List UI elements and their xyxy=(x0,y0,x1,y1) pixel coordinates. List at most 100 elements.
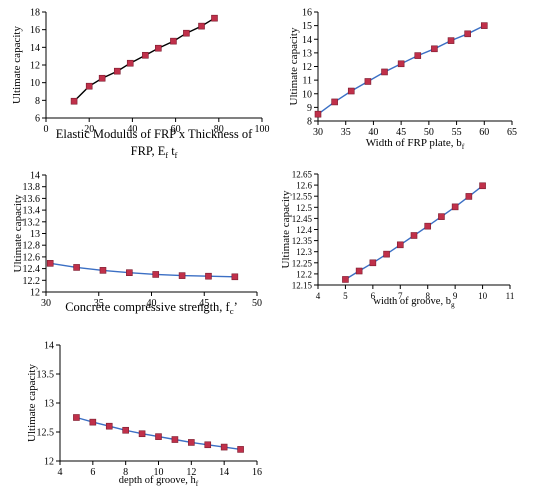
data-point xyxy=(314,110,322,118)
y-tick-label: 12.4 xyxy=(296,225,312,235)
data-point xyxy=(231,273,239,281)
series-line xyxy=(50,262,235,278)
y-tick-label: 11 xyxy=(302,76,312,87)
data-point xyxy=(113,67,121,75)
x-tick-label: 14 xyxy=(219,467,229,478)
data-point xyxy=(464,30,471,38)
data-point xyxy=(73,264,80,271)
data-point xyxy=(105,422,113,430)
y-tick-label: 10 xyxy=(30,78,40,89)
y-axis-label: Ultimate capacity xyxy=(280,190,292,268)
x-tick-label: 7 xyxy=(398,291,403,301)
data-point xyxy=(480,22,488,29)
data-point xyxy=(364,78,372,85)
data-point xyxy=(205,272,212,280)
data-point xyxy=(198,22,205,30)
y-tick-label: 12.2 xyxy=(296,269,312,279)
data-point xyxy=(331,98,338,106)
x-tick-label: 45 xyxy=(396,127,406,138)
data-point xyxy=(188,439,195,446)
y-tick-label: 12.3 xyxy=(296,247,312,257)
data-point xyxy=(451,203,459,211)
data-point xyxy=(396,241,404,249)
x-tick-label: 35 xyxy=(94,298,104,309)
x-axis-label: depth of groove, hf xyxy=(119,475,199,488)
data-point xyxy=(178,272,186,279)
y-tick-label: 14 xyxy=(30,43,40,54)
y-tick-label: 12.8 xyxy=(23,241,41,252)
y-tick-label: 13 xyxy=(30,229,40,240)
x-tick-label: 20 xyxy=(84,124,94,135)
data-point xyxy=(138,430,146,438)
y-tick-label: 13 xyxy=(44,399,54,410)
data-point xyxy=(170,37,177,45)
y-tick-label: 13.2 xyxy=(23,217,41,228)
y-tick-label: 14 xyxy=(302,35,312,46)
y-tick-label: 9 xyxy=(307,103,312,114)
x-tick-label: 30 xyxy=(313,127,323,138)
x-tick-label: 50 xyxy=(252,298,262,309)
data-point xyxy=(438,213,445,220)
series-line xyxy=(73,17,215,102)
x-tick-label: 40 xyxy=(127,124,137,135)
y-tick-label: 6 xyxy=(35,114,40,125)
x-tick-label: 6 xyxy=(90,467,95,478)
y-tick-label: 12 xyxy=(30,288,40,299)
x-tick-label: 100 xyxy=(255,124,270,135)
y-tick-label: 12.25 xyxy=(292,258,313,268)
y-tick-label: 13.6 xyxy=(23,194,41,205)
chart-3: 30 35 40 45 501212.212.412.612.81313.213.413… xyxy=(12,171,262,317)
data-point xyxy=(204,441,212,449)
y-tick-label: 14 xyxy=(30,171,40,182)
x-tick-label: 16 xyxy=(252,467,262,478)
y-axis-label: Ultimate capacity xyxy=(288,27,300,105)
data-point xyxy=(342,276,349,283)
x-tick-label: 11 xyxy=(506,291,515,301)
data-point xyxy=(465,193,473,200)
data-point xyxy=(431,45,438,53)
y-tick-label: 13.5 xyxy=(37,370,55,381)
data-point xyxy=(397,60,405,68)
x-tick-label: 55 xyxy=(452,127,462,138)
data-point xyxy=(126,269,133,276)
chart-4: 4 5 6 7 8 9 10 1112.1512.212.2512.312.3512.412.… xyxy=(280,170,514,310)
data-point xyxy=(155,433,162,440)
y-tick-label: 16 xyxy=(30,25,40,36)
x-tick-label: 65 xyxy=(507,127,517,138)
data-point xyxy=(73,414,80,421)
data-point xyxy=(152,271,160,278)
chart-5: 4 6 8 10 12 14 16 12 12.5 13 13.5 14 Ultimate capaci… xyxy=(26,341,262,489)
x-tick-label: 35 xyxy=(341,127,351,138)
data-point xyxy=(479,182,486,190)
y-tick-label: 12.2 xyxy=(23,276,41,287)
data-point xyxy=(381,68,388,76)
x-tick-label: 40 xyxy=(368,127,378,138)
y-tick-label: 12.55 xyxy=(292,192,313,202)
data-point xyxy=(414,52,422,59)
x-tick-label: 8 xyxy=(123,467,128,478)
y-tick-label: 13.4 xyxy=(23,206,41,217)
data-point xyxy=(424,222,432,230)
y-tick-label: 12.15 xyxy=(292,281,313,291)
y-tick-label: 12 xyxy=(30,61,40,72)
x-tick-label: 8 xyxy=(425,291,430,301)
x-axis-label: width of groove, bg xyxy=(373,296,455,309)
x-tick-label: 0 xyxy=(44,124,49,135)
x-tick-label: 10 xyxy=(478,291,488,301)
x-tick-label: 12 xyxy=(186,467,196,478)
data-point xyxy=(70,97,78,105)
chart-2: 30 35 40 45 50 55 60 65 8 9 10 11 12 13 14 15 16Ultimate… xyxy=(288,8,517,152)
x-tick-label: 4 xyxy=(58,467,63,478)
data-point xyxy=(122,426,129,434)
data-point xyxy=(211,14,218,22)
x-tick-label: 60 xyxy=(479,127,489,138)
data-point xyxy=(126,59,134,67)
y-tick-label: 12 xyxy=(302,62,312,73)
x-axis-label-line1: Elastic Modulus of FRP x Thickness of xyxy=(56,127,253,141)
y-tick-label: 8 xyxy=(35,96,40,107)
x-tick-label: 30 xyxy=(41,298,51,309)
y-tick-label: 13.8 xyxy=(23,182,41,193)
x-tick-label: 80 xyxy=(214,124,224,135)
data-point xyxy=(237,446,244,453)
